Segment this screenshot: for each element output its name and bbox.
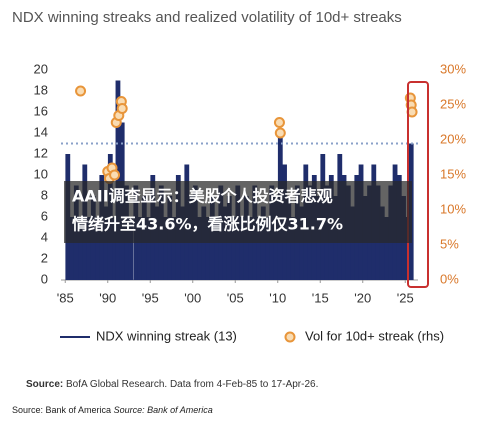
streak-bar bbox=[379, 206, 385, 280]
x-tick-label: '10 bbox=[269, 290, 286, 305]
x-tick-label: '85 bbox=[57, 290, 74, 305]
y-tick-label: 12 bbox=[34, 145, 48, 160]
overlay-box bbox=[64, 181, 412, 243]
y2-tick-label: 30% bbox=[440, 61, 466, 76]
vol-point bbox=[109, 169, 121, 181]
vol-point bbox=[75, 85, 87, 97]
y-tick-label: 16 bbox=[34, 103, 48, 118]
y-tick-label: 20 bbox=[34, 61, 48, 76]
source-label: Source: bbox=[26, 379, 63, 390]
streak-bar bbox=[260, 206, 266, 280]
streak-bar bbox=[265, 217, 270, 280]
chart-title: NDX winning streaks and realized volatil… bbox=[12, 9, 402, 26]
y-tick-label: 2 bbox=[41, 250, 48, 265]
streak-bar bbox=[78, 217, 83, 280]
streak-bar bbox=[95, 217, 100, 280]
overlay-line: AAII调查显示：美股个人投资者悲观 bbox=[72, 187, 333, 206]
streak-bar bbox=[239, 217, 245, 280]
y-tick-label: 10 bbox=[34, 166, 48, 181]
streak-bar bbox=[299, 206, 304, 280]
overlay-line: 情绪升至43.6%，看涨比例仅31.7% bbox=[72, 215, 343, 234]
streak-bar bbox=[290, 217, 296, 280]
y-tick-label: 8 bbox=[41, 187, 48, 202]
y2-tick-label: 25% bbox=[440, 96, 466, 111]
source: Source: BofA Global Research. Data from … bbox=[26, 379, 318, 390]
streak-bar bbox=[222, 206, 228, 280]
streak-bar bbox=[248, 217, 253, 280]
streak-bar bbox=[201, 206, 207, 280]
x-tick-label: '95 bbox=[142, 290, 159, 305]
y-tick-label: 4 bbox=[41, 229, 48, 244]
streak-bar bbox=[214, 217, 219, 280]
streak-bar bbox=[231, 217, 236, 280]
streak-bar bbox=[256, 217, 262, 280]
x-tick-label: '00 bbox=[184, 290, 201, 305]
vol-point bbox=[274, 127, 286, 139]
x-tick-label: '05 bbox=[227, 290, 244, 305]
footer-italic: Source: Bank of America bbox=[114, 405, 213, 415]
footer: Source: Bank of America Source: Bank of … bbox=[12, 405, 213, 415]
legend-label: Vol for 10d+ streak (rhs) bbox=[305, 328, 444, 343]
y-tick-label: 18 bbox=[34, 82, 48, 97]
y2-tick-label: 5% bbox=[440, 236, 459, 251]
streak-bar bbox=[137, 217, 143, 280]
streak-bar bbox=[205, 217, 211, 280]
streak-bar bbox=[69, 217, 75, 280]
streak-bar bbox=[146, 217, 151, 280]
streak-bar bbox=[163, 217, 168, 280]
streak-bar bbox=[350, 206, 355, 280]
vol-point bbox=[116, 103, 128, 114]
streak-bar bbox=[112, 217, 117, 280]
streak-bar bbox=[171, 217, 177, 280]
footer-label: Source: Bank of America bbox=[12, 405, 111, 415]
streak-bar bbox=[197, 217, 202, 280]
streak-bar bbox=[154, 206, 160, 280]
y-tick-label: 6 bbox=[41, 208, 48, 223]
y2-tick-label: 10% bbox=[440, 201, 466, 216]
y2-tick-label: 20% bbox=[440, 131, 466, 146]
y2-tick-label: 0% bbox=[440, 271, 459, 286]
streak-bar bbox=[128, 217, 134, 280]
x-tick-label: '90 bbox=[99, 290, 116, 305]
streak-bar bbox=[384, 217, 389, 280]
streak-bar bbox=[86, 217, 92, 280]
streak-bar bbox=[115, 80, 121, 280]
y2-tick-label: 15% bbox=[440, 166, 466, 181]
vol-point bbox=[273, 117, 285, 128]
legend-label: NDX winning streak (13) bbox=[96, 328, 237, 343]
source-text: BofA Global Research. Data from 4-Feb-85… bbox=[66, 379, 318, 390]
streak-bar bbox=[180, 206, 185, 280]
x-tick-label: '15 bbox=[312, 290, 329, 305]
y-tick-label: 0 bbox=[41, 271, 48, 286]
streak-bar bbox=[103, 206, 109, 280]
y-tick-label: 14 bbox=[34, 124, 48, 139]
legend-swatch bbox=[284, 331, 296, 343]
x-tick-label: '20 bbox=[354, 290, 371, 305]
x-tick-label: '25 bbox=[397, 290, 414, 305]
